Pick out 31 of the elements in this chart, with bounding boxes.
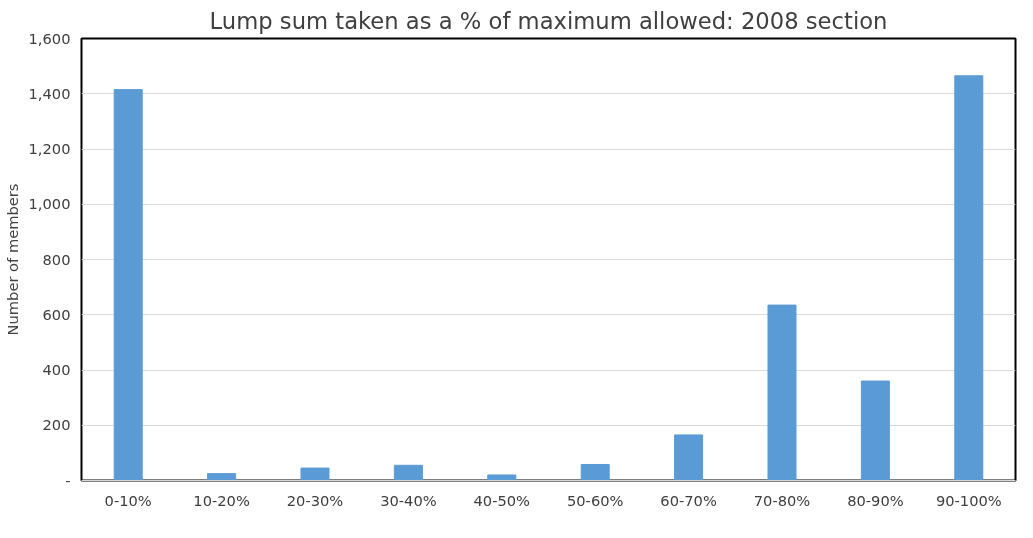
- x-tick-label: 90-100%: [935, 491, 1002, 509]
- x-tick-label: 80-90%: [847, 491, 904, 509]
- y-tick-label: 1,400: [28, 84, 71, 102]
- x-tick-label: 60-70%: [660, 491, 717, 509]
- y-tick-label: 1,000: [28, 195, 71, 213]
- y-tick-label: 1,200: [28, 140, 71, 157]
- bar: [580, 463, 610, 481]
- bar: [300, 467, 330, 481]
- bar: [393, 464, 423, 481]
- chart-title: Lump sum taken as a % of maximum allowed: 2008 section: [209, 7, 888, 34]
- x-tick-label: 20-30%: [286, 491, 344, 509]
- y-tick-label: 600: [42, 305, 71, 323]
- y-tick-label: -: [65, 471, 71, 489]
- bar: [207, 473, 237, 481]
- y-tick-label: 800: [42, 250, 71, 268]
- x-tick-label: 40-50%: [473, 491, 531, 509]
- x-tick-label: 50-60%: [566, 491, 624, 509]
- y-tick-label: 1,600: [28, 29, 71, 47]
- bar: [487, 474, 517, 481]
- x-tick-label: 70-80%: [753, 491, 811, 509]
- bar: [767, 304, 797, 481]
- x-tick-label: 0-10%: [104, 491, 152, 509]
- bar: [860, 380, 890, 481]
- bar: [113, 89, 143, 481]
- x-tick-label: 30-40%: [380, 491, 437, 509]
- y-tick-label: 200: [42, 416, 71, 434]
- bar: [954, 75, 984, 481]
- bar: [674, 434, 704, 481]
- y-axis-title: Number of members: [3, 183, 21, 336]
- x-tick-label: 10-20%: [193, 491, 250, 509]
- y-tick-label: 400: [42, 361, 71, 378]
